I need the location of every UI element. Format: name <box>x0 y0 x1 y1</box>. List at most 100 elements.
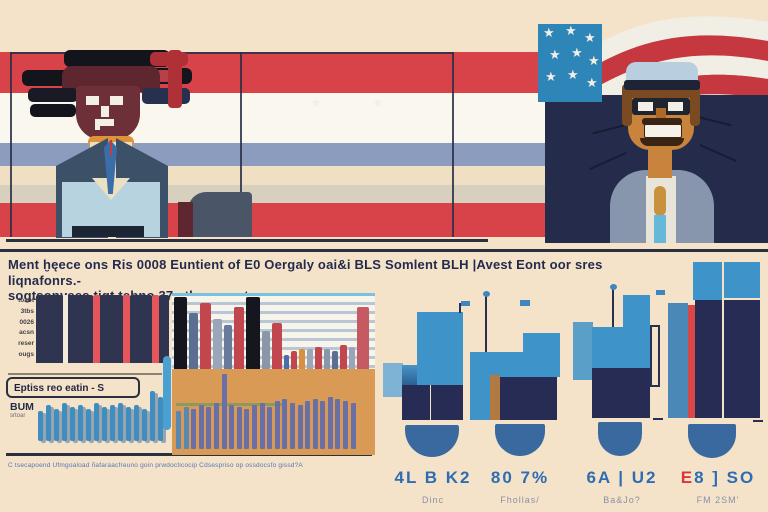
bar <box>284 355 289 369</box>
footnote: C tsecapoend Ufmgoaload ñafaraacfreuno g… <box>8 462 303 469</box>
hair-side <box>690 84 700 126</box>
panel-divider-line <box>240 52 242 237</box>
bar <box>234 307 244 369</box>
flag-marker <box>610 284 617 290</box>
stat-text: 80 7% <box>490 468 550 487</box>
bar <box>307 349 313 369</box>
bar <box>118 403 123 441</box>
hair-glitch-bar <box>28 88 78 102</box>
bar <box>305 401 311 449</box>
hair-glitch-bar <box>168 50 182 108</box>
left-flag-bar-chart <box>36 295 169 363</box>
middle-top-bars <box>172 296 377 369</box>
middle-bottom-chart <box>172 369 375 455</box>
bar <box>62 403 67 441</box>
flag-marker <box>459 303 461 313</box>
block <box>417 312 463 385</box>
bar <box>189 313 198 369</box>
axis-tick-label: acsn <box>19 329 34 337</box>
bar <box>158 397 163 441</box>
bar <box>93 295 100 363</box>
axis-tick-label: reser <box>18 340 34 348</box>
block <box>724 300 760 418</box>
flag-marker <box>483 291 490 297</box>
star-icon: ★ <box>586 75 598 90</box>
headline-line1: Ment ḫęece ons Ris 0008 Euntient of E0 O… <box>8 257 603 288</box>
bar <box>251 405 257 449</box>
bar <box>224 325 232 369</box>
bar <box>259 403 265 449</box>
bar <box>299 349 305 369</box>
star-icon: ★ <box>549 47 561 62</box>
block <box>592 368 650 418</box>
dome <box>495 424 545 456</box>
bar <box>213 319 222 369</box>
mustache <box>642 118 682 125</box>
flag-marker <box>485 295 487 352</box>
tie-knot <box>654 186 666 216</box>
bar <box>150 391 155 441</box>
star-icon: ★ <box>543 25 555 40</box>
bar <box>343 401 349 449</box>
middle-bottom-bars <box>172 369 379 449</box>
bar <box>159 295 169 363</box>
tie <box>654 215 666 243</box>
stat-value: 6A | U2 <box>572 468 672 488</box>
block <box>695 300 722 418</box>
bar <box>206 407 212 449</box>
eye <box>110 96 123 105</box>
mouth <box>95 119 114 130</box>
us-flag-canton: ★ ★ ★ ★ ★ ★ ★ ★ ★ <box>538 24 602 102</box>
bar <box>332 351 338 369</box>
outline-block <box>650 325 660 387</box>
frame-left-line <box>10 52 12 237</box>
bar <box>198 405 204 449</box>
bar <box>340 345 347 369</box>
stat-group-3: 6A | U2 Ba&Jo? <box>572 258 672 508</box>
series-subtitle: srtoar <box>10 413 26 419</box>
bar <box>174 297 187 369</box>
bar <box>134 405 139 441</box>
bar <box>229 405 235 449</box>
bar <box>100 295 123 363</box>
bar <box>68 295 93 363</box>
stat-value: 4L B K2 <box>383 468 483 488</box>
bar <box>289 403 295 449</box>
nose <box>656 108 666 123</box>
legend-box: Eptiss reo eatin - S <box>6 377 140 398</box>
bar <box>163 356 171 430</box>
stat-text: 8 ] SO <box>694 468 756 487</box>
star-icon: ★ <box>372 95 384 110</box>
cap-band <box>624 80 700 90</box>
bar <box>86 409 91 441</box>
divider-rule <box>0 249 768 252</box>
tie-pin-stripe <box>110 140 112 156</box>
block <box>500 377 557 420</box>
flag-marker <box>612 288 614 328</box>
block <box>383 363 403 397</box>
bar <box>282 399 288 449</box>
bar <box>327 397 333 449</box>
bar <box>54 409 59 441</box>
bar <box>324 349 330 369</box>
block <box>490 375 500 420</box>
bar <box>183 407 189 449</box>
bar <box>274 401 280 449</box>
stat-label: Ba&Jo? <box>603 495 641 505</box>
block <box>693 262 722 300</box>
bar <box>110 405 115 441</box>
block <box>688 305 695 418</box>
middle-top-chart <box>172 293 375 369</box>
nose <box>101 106 109 117</box>
block <box>668 303 688 418</box>
teeth <box>644 124 682 138</box>
bar <box>94 403 99 441</box>
bar <box>335 399 341 449</box>
bar <box>63 295 68 363</box>
star-icon: ★ <box>310 95 322 110</box>
tick-dash <box>753 420 763 422</box>
divider-rule <box>6 239 488 242</box>
dome <box>688 424 736 458</box>
hair-side <box>622 84 632 126</box>
panel-divider-line <box>452 52 454 237</box>
